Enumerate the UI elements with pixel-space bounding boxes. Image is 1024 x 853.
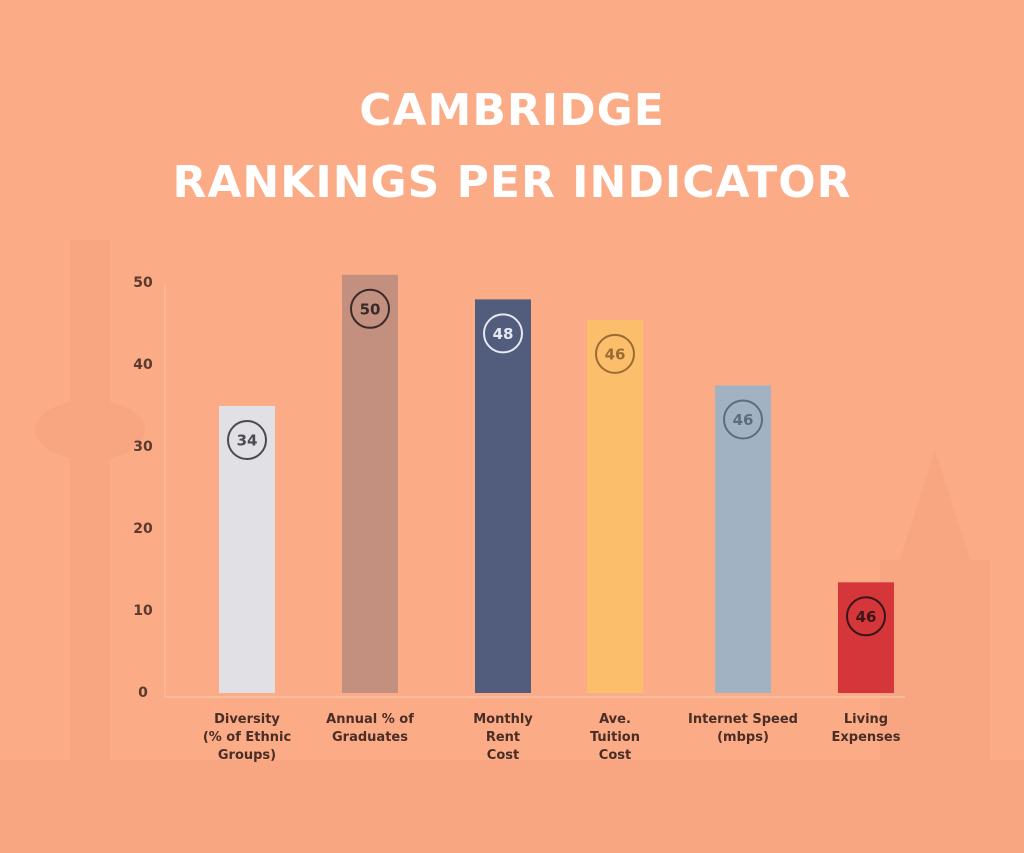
bar <box>587 319 643 693</box>
y-tick-label: 50 <box>133 275 153 291</box>
x-tick-label: Living Expenses <box>832 712 901 745</box>
chart-title: CAMBRIDGE RANKINGS PER INDICATOR <box>173 85 852 208</box>
bar <box>342 274 398 693</box>
ranking-label: 48 <box>493 325 514 343</box>
x-tick-label: Internet Speed (mbps) <box>688 712 798 745</box>
ranking-label: 34 <box>237 432 258 450</box>
ranking-badge <box>227 420 267 460</box>
ranking-badge <box>846 596 886 637</box>
ranking-badge <box>595 333 635 374</box>
y-tick-label: 40 <box>133 357 153 373</box>
ranking-badge <box>723 399 763 440</box>
ranking-label: 46 <box>733 411 754 429</box>
x-tick-label: Monthly Rent Cost <box>473 712 533 763</box>
x-tick-label: Ave. Tuition Cost <box>590 712 640 763</box>
x-tick-label: Annual % of Graduates <box>326 712 414 745</box>
y-tick-label: 20 <box>133 521 153 537</box>
bar <box>715 385 771 693</box>
y-tick-label: 30 <box>133 439 153 455</box>
y-tick-label: 10 <box>133 603 153 619</box>
x-tick-label: Diversity (% of Ethnic Groups) <box>203 712 291 763</box>
ranking-badge <box>350 288 390 329</box>
ranking-label: 46 <box>605 345 626 363</box>
y-tick-label: 0 <box>138 685 148 701</box>
ranking-label: 50 <box>360 300 381 318</box>
bar <box>838 582 894 693</box>
ranking-badge <box>483 313 523 354</box>
bar <box>219 406 275 693</box>
skyline-decoration <box>0 240 1024 853</box>
bar <box>475 299 531 693</box>
ranking-label: 46 <box>856 608 877 626</box>
